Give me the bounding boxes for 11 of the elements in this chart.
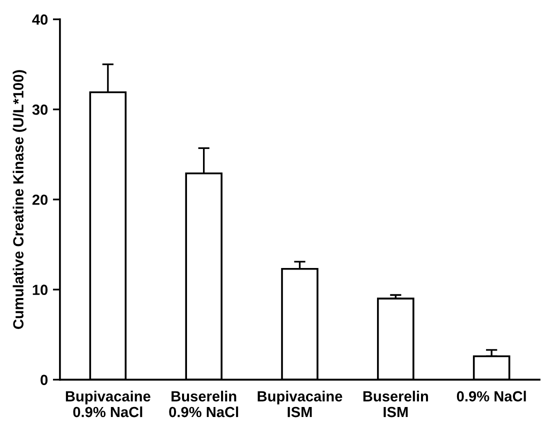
x-tick-label: Bupivacaine ISM (258, 390, 342, 418)
y-tick-label: 0 (40, 374, 48, 386)
x-tick-label: Bupivacaine 0.9% NaCl (66, 390, 150, 418)
x-tick-label: 0.9% NaCl (456, 390, 526, 402)
y-tick-label: 20 (32, 194, 48, 205)
y-tick-label: 40 (32, 14, 48, 25)
x-tick-label: Buserelin ISM (363, 390, 428, 418)
y-tick-label: 30 (32, 104, 48, 115)
y-tick-label: 10 (32, 284, 48, 296)
y-axis-title: Cumulative Creatine Kinase (U/L*100) (12, 70, 26, 329)
x-tick-label: Buserelin 0.9% NaCl (169, 390, 238, 418)
